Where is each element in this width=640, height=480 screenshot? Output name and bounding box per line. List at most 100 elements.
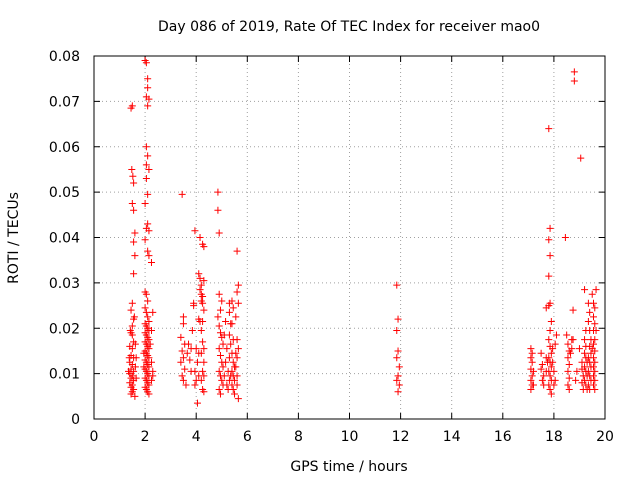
y-tick-label: 0.06 [49,140,80,156]
data-point [590,354,598,362]
data-point [528,349,536,357]
data-point [229,358,237,366]
data-point [144,313,152,321]
data-point [196,234,204,241]
data-point [141,199,149,207]
data-point [569,306,577,314]
data-point [200,306,208,314]
data-point [195,270,203,278]
data-point [146,340,154,348]
data-point [231,376,239,384]
data-point [130,238,138,246]
x-tick-label: 6 [243,429,252,445]
data-point [141,304,149,312]
data-point [233,372,241,380]
data-point [546,386,554,394]
data-point [581,363,589,371]
data-point [547,363,555,371]
data-point [546,327,554,335]
data-point [527,376,535,384]
data-point [581,286,589,294]
data-point [394,388,402,396]
data-point [144,152,152,160]
data-point [197,376,205,384]
data-point [234,395,242,403]
data-point [145,381,153,389]
data-point [527,386,535,394]
data-point [191,367,199,375]
data-point [192,345,200,353]
data-point [540,372,548,380]
data-point [179,376,187,384]
data-point [215,345,223,353]
x-tick-label: 12 [392,429,410,445]
data-point [550,367,558,375]
data-point [214,188,222,196]
data-point [220,372,228,380]
data-point [147,376,155,384]
x-tick-label: 0 [90,429,99,445]
data-point [590,381,598,389]
data-point [142,175,150,183]
data-point [528,372,536,380]
data-point [179,354,187,362]
data-point [145,227,153,235]
data-point [216,329,224,337]
data-point [577,154,585,162]
data-point [219,363,227,371]
data-point [546,372,554,380]
data-point [565,374,573,382]
data-point [196,274,204,282]
data-point [590,363,598,371]
data-point [225,308,233,316]
data-point [564,381,572,389]
data-points [124,57,600,407]
data-point [144,220,152,228]
data-point [552,331,560,339]
data-point [591,358,599,366]
data-point [142,143,150,151]
data-point [215,322,223,330]
data-point [234,281,242,289]
data-point [216,306,224,314]
data-point [234,345,242,353]
data-point [550,381,558,389]
y-tick-label: 0.05 [49,185,80,201]
data-point [393,281,401,289]
data-point [551,376,559,384]
data-point [144,75,152,83]
data-point [200,372,208,380]
data-point [182,381,190,389]
data-point [591,367,599,375]
data-point [232,313,240,321]
data-point [538,361,546,369]
data-point [178,347,186,355]
data-point [395,381,403,389]
data-point [142,59,150,67]
data-point [220,331,228,339]
data-point [228,297,236,305]
data-point [215,229,223,237]
data-point [569,336,577,344]
y-axis-label: ROTI / TECUs [6,192,22,284]
data-point [128,331,136,339]
x-tick-label: 20 [596,429,614,445]
data-point [222,317,230,325]
data-point [132,354,140,362]
data-point [188,327,196,335]
data-point [565,386,573,394]
data-point [232,349,240,357]
y-tick-label: 0.01 [49,367,80,383]
data-point [181,365,189,373]
data-point [191,227,199,235]
data-point [126,327,134,335]
data-point [545,125,553,133]
data-point [581,336,589,344]
data-point [545,354,553,362]
data-point [233,354,241,362]
y-tick-label: 0.03 [49,276,80,292]
data-point [567,349,575,357]
data-point [234,299,242,307]
data-point [572,376,580,384]
